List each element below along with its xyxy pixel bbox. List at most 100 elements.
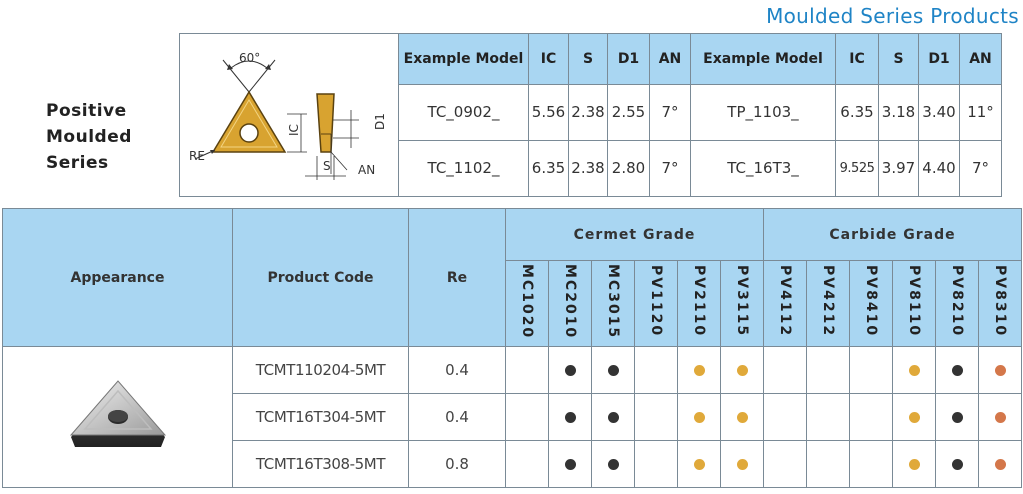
spec-col-example-model-2: Example Model: [690, 33, 836, 85]
grade-cell: [806, 440, 850, 488]
spec-cell: 2.38: [568, 139, 608, 198]
spec-col-d1-2: D1: [918, 33, 960, 85]
ic-label: IC: [287, 124, 301, 136]
availability-dot-black: [564, 412, 576, 423]
spec-cell: 3.40: [918, 83, 960, 141]
grade-cell: [935, 393, 979, 441]
insert-appearance-image: [2, 346, 233, 488]
spec-col-s-2: S: [878, 33, 919, 85]
availability-dot-copper: [994, 459, 1006, 470]
availability-dot-gold: [908, 459, 920, 470]
d1-label: D1: [373, 113, 387, 130]
availability-dot-gold: [908, 365, 920, 376]
spec-cell: 9.525: [835, 139, 879, 198]
availability-dot-copper: [994, 365, 1006, 376]
grade-cell: [505, 440, 549, 488]
availability-dot-black: [951, 365, 963, 376]
spec-col-example-model: Example Model: [398, 33, 529, 85]
grade-cell: [935, 346, 979, 394]
availability-dot-black: [607, 365, 619, 376]
s-label: S: [323, 159, 331, 173]
product-table: Appearance Product Code Re Cermet Grade …: [2, 208, 1022, 488]
page-title: Moulded Series Products: [766, 4, 1019, 28]
col-carbide-grade: Carbide Grade: [763, 208, 1022, 261]
grade-cell: [849, 440, 893, 488]
availability-dot-gold: [693, 459, 705, 470]
spec-cell: 7°: [959, 139, 1002, 198]
grade-cell: [634, 440, 678, 488]
grade-label: PV8110: [906, 265, 922, 338]
spec-col-s: S: [568, 33, 608, 85]
grade-header-pv1120: PV1120: [634, 260, 678, 347]
spec-cell: 5.56: [528, 83, 569, 141]
spec-col-d1: D1: [607, 33, 650, 85]
availability-dot-gold: [736, 365, 748, 376]
spec-cell: TC_16T3_: [690, 139, 836, 198]
grade-cell: [849, 393, 893, 441]
spec-row: TC_0902_ 5.56 2.38 2.55 7° TP_1103_ 6.35…: [180, 83, 1002, 141]
grade-cell: [806, 346, 850, 394]
grade-cell: [548, 393, 592, 441]
spec-cell: 2.38: [568, 83, 608, 141]
re-cell: 0.4: [408, 393, 506, 441]
grade-label: MC2010: [562, 263, 578, 340]
grade-cell: [763, 440, 807, 488]
availability-dot-black: [607, 459, 619, 470]
grade-header-pv4112: PV4112: [763, 260, 807, 347]
spec-cell: 7°: [649, 83, 691, 141]
grade-cell: [978, 440, 1022, 488]
spec-cell: 6.35: [528, 139, 569, 198]
availability-dot-black: [607, 412, 619, 423]
grade-label: MC3015: [605, 263, 621, 340]
spec-cell: 4.40: [918, 139, 960, 198]
angle-label: 60°: [239, 51, 260, 65]
product-header-row: Appearance Product Code Re Cermet Grade …: [2, 208, 1022, 347]
spec-col-an: AN: [649, 33, 691, 85]
grade-label: PV8410: [863, 265, 879, 338]
spec-row: TC_1102_ 6.35 2.38 2.80 7° TC_16T3_ 9.52…: [180, 139, 1002, 198]
grade-cell: [763, 346, 807, 394]
grade-cell: [677, 440, 721, 488]
insert-photo-icon: [69, 380, 166, 447]
grade-cell: [505, 393, 549, 441]
availability-dot-black: [951, 412, 963, 423]
spec-cell: 3.97: [878, 139, 919, 198]
table-row: TCMT110204-5MT 0.4: [2, 346, 1022, 488]
grade-cell: [677, 346, 721, 394]
spec-col-ic: IC: [528, 33, 569, 85]
col-appearance: Appearance: [2, 208, 233, 347]
grade-label: PV3115: [734, 265, 750, 338]
spec-cell: 3.18: [878, 83, 919, 141]
product-code-cell: TCMT16T304-5MT: [232, 393, 409, 441]
spec-cell: TC_1102_: [398, 139, 529, 198]
availability-dot-copper: [994, 412, 1006, 423]
spec-table: 60° RE IC D1: [179, 33, 1002, 198]
grade-label: PV2110: [691, 265, 707, 338]
re-cell: 0.4: [408, 346, 506, 394]
col-cermet-grade: Cermet Grade: [505, 208, 764, 261]
grade-label: PV4112: [777, 265, 793, 338]
grade-cell: [677, 393, 721, 441]
grade-cell: [505, 346, 549, 394]
availability-dot-gold: [908, 412, 920, 423]
series-label-line-3: Series: [46, 153, 109, 173]
re-label: RE: [189, 149, 205, 163]
spec-cell: 7°: [649, 139, 691, 198]
availability-dot-gold: [736, 459, 748, 470]
grade-cell: [720, 346, 764, 394]
availability-dot-gold: [736, 412, 748, 423]
grade-cell: [978, 393, 1022, 441]
series-label-line-2: Moulded: [46, 127, 132, 147]
series-label: Positive Moulded Series: [46, 98, 132, 176]
grade-cell: [720, 440, 764, 488]
an-label: AN: [358, 163, 375, 177]
re-cell: 0.8: [408, 440, 506, 488]
grade-cell: [892, 440, 936, 488]
grade-label: PV8210: [949, 265, 965, 338]
grade-cell: [806, 393, 850, 441]
grade-cell: [892, 393, 936, 441]
grade-header-pv8310: PV8310: [978, 260, 1022, 347]
grade-label: PV8310: [992, 265, 1008, 338]
spec-col-an-2: AN: [959, 33, 1002, 85]
product-table-body: TCMT110204-5MT 0.4 TCMT16T304-5MT 0.4 TCMT16…: [2, 346, 1022, 488]
